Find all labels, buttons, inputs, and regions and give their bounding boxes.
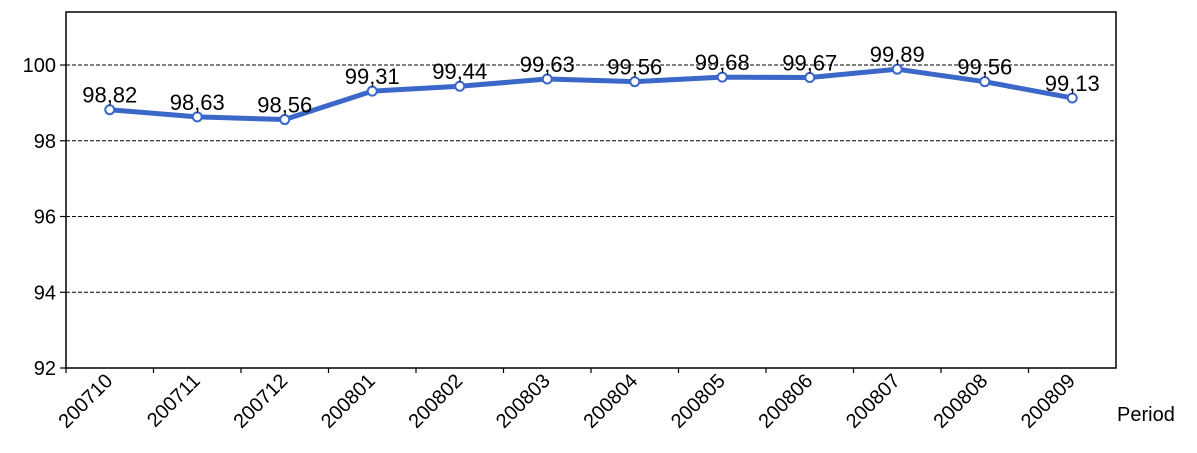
data-label: 98,82	[82, 83, 137, 108]
data-label: 99,31	[345, 64, 400, 89]
data-point	[716, 71, 728, 83]
data-label: 99,13	[1045, 71, 1100, 96]
data-point	[1066, 92, 1078, 104]
y-tick-label: 96	[34, 207, 56, 229]
x-tick-label: 200710	[55, 370, 118, 433]
data-point	[454, 80, 466, 92]
data-label: 99,63	[520, 52, 575, 77]
data-point	[279, 114, 291, 126]
x-tick-label: 200802	[405, 370, 468, 433]
y-axis-ticks: 92 94 96 98 100	[23, 55, 66, 380]
x-tick-label: 200801	[317, 370, 380, 433]
data-label: 98,56	[257, 93, 312, 118]
data-point	[541, 73, 553, 85]
y-tick-label: 98	[34, 131, 56, 153]
data-label: 99,56	[957, 55, 1012, 80]
y-tick-label: 100	[23, 55, 56, 77]
data-label: 99,68	[695, 50, 750, 75]
series-line	[107, 66, 1075, 123]
data-label: 99,67	[782, 51, 837, 76]
data-label: 98,63	[170, 90, 225, 115]
x-tick-label: 200803	[492, 370, 555, 433]
x-tick-label: 200809	[1017, 370, 1080, 433]
y-tick-label: 92	[34, 358, 56, 380]
data-labels: 98,82 98,63 98,56 99,31 99,44 99,63 99,56 99,68…	[82, 42, 1100, 117]
x-tick-label: 200711	[143, 370, 205, 432]
x-tick-label: 200808	[930, 370, 993, 433]
data-point	[366, 85, 378, 97]
plot-area	[65, 11, 1117, 369]
x-tick-label: 200806	[755, 370, 818, 433]
data-point	[891, 63, 903, 75]
x-axis-title: Period	[1117, 404, 1175, 426]
data-label: 99,89	[870, 42, 925, 67]
data-point	[104, 104, 116, 116]
data-point	[804, 72, 816, 84]
data-label: 99,44	[432, 59, 487, 84]
gridlines	[66, 64, 1116, 293]
x-tick-label: 200804	[580, 370, 643, 433]
x-axis-ticks: 200710 200711 200712 200801 200802 200803 2008…	[55, 368, 1080, 433]
x-tick-label: 200807	[842, 370, 905, 433]
data-point	[629, 76, 641, 88]
x-tick-label: 200805	[667, 370, 730, 433]
data-point	[979, 76, 991, 88]
x-tick-label: 200712	[230, 370, 293, 433]
y-tick-label: 94	[34, 282, 56, 304]
data-label: 99,56	[607, 55, 662, 80]
series-layer	[104, 63, 1078, 126]
data-point	[191, 111, 203, 123]
